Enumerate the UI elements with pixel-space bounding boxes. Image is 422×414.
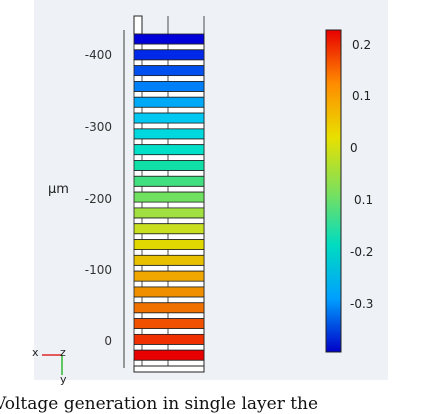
colored-layer [133,96,205,108]
axis-unit-label: μm [48,182,69,197]
axis-tick-neg200: -200 [84,192,112,206]
colorbar-label-0.1b: 0.1 [354,193,374,207]
colored-layer [133,254,205,266]
axis-tick-0: 0 [104,334,112,348]
colored-layer [133,286,205,298]
colorbar-bar [325,29,342,353]
beam-stack [123,15,205,373]
figure-caption: Voltage generation in single layer the [0,394,319,414]
triad-z: z [60,346,66,359]
base-plate [133,365,205,373]
colorbar [325,29,342,353]
colorbar-label-0.2: 0.2 [352,38,372,52]
colored-layer [133,191,205,203]
colored-layer [133,239,205,250]
colored-layer [133,144,205,156]
triad-y: y [60,373,67,386]
colored-layer [133,302,205,314]
colored-layer [133,270,205,282]
colorbar-label-0.1a: 0.1 [352,89,372,103]
colored-layer [133,81,205,92]
colored-layer [133,65,205,77]
colored-layer [133,33,205,45]
colorbar-label-neg0.2: -0.2 [350,245,374,259]
colored-layer [133,349,205,361]
colored-layer [133,207,205,219]
plot-area: -400 -300 -200 -100 0 μm 0.2 0.1 0 0.1 -… [34,0,388,380]
colored-layer [133,223,205,235]
colorbar-label-neg0.3: -0.3 [350,297,374,311]
colored-layer [133,49,205,61]
axis-triad: x z y [32,343,74,386]
colored-layer [133,318,205,329]
colored-layer [133,333,205,345]
colorbar-label-0: 0 [350,141,358,155]
triad-x: x [32,346,39,359]
colored-layer [133,160,205,171]
axis-tick-neg300: -300 [84,120,112,134]
colored-layer [133,112,205,124]
colored-layer [133,175,205,187]
axis-tick-neg100: -100 [84,263,112,277]
colored-layer [133,128,205,140]
axis-tick-neg400: -400 [84,48,112,62]
